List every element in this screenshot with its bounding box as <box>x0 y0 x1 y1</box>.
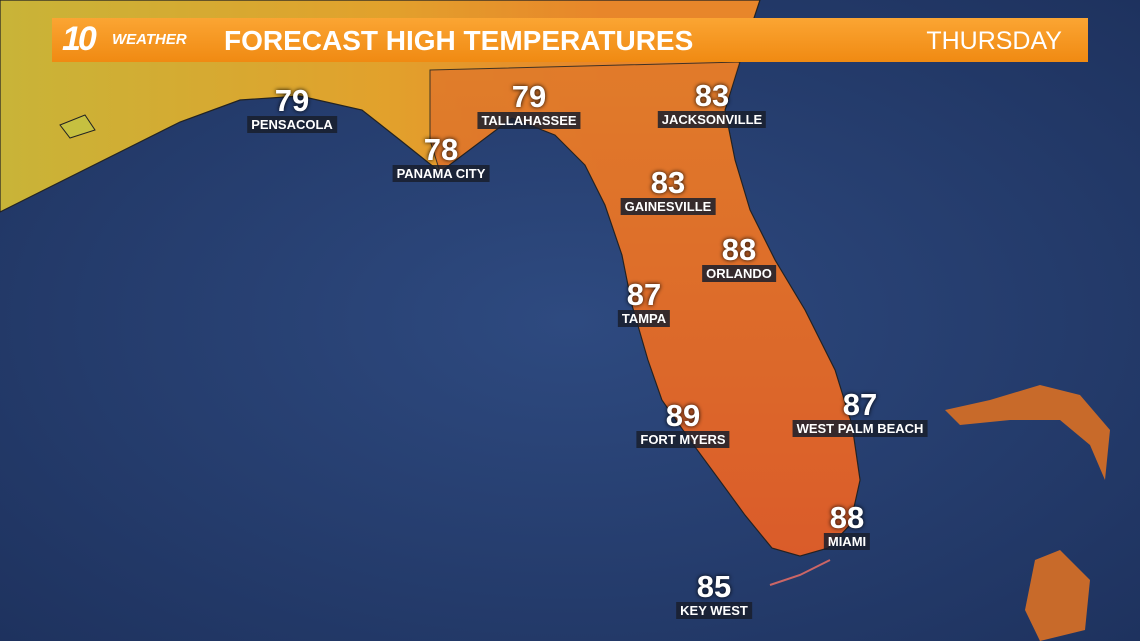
city: 85 KEY WEST <box>676 569 752 620</box>
city-name: JACKSONVILLE <box>657 111 767 128</box>
title: FORECAST HIGH TEMPERATURES <box>224 25 694 56</box>
logo-number: 10 <box>62 20 97 58</box>
city: 88 ORLANDO <box>702 232 776 283</box>
city-name: TAMPA <box>617 310 671 327</box>
temperature: 85 <box>696 569 732 604</box>
temperature: 79 <box>274 83 310 118</box>
city-name: PANAMA CITY <box>392 165 490 182</box>
city: 87 WEST PALM BEACH <box>792 387 928 438</box>
city-name: ORLANDO <box>702 265 776 282</box>
logo-word: WEATHER <box>112 31 187 48</box>
city-name: MIAMI <box>823 533 871 550</box>
temperature: 88 <box>829 500 865 535</box>
city: 89 FORT MYERS <box>636 398 730 449</box>
city: 79 PENSACOLA <box>247 83 337 134</box>
city-name: PENSACOLA <box>247 116 337 133</box>
city-name: FORT MYERS <box>636 431 730 448</box>
city-name: WEST PALM BEACH <box>792 420 928 437</box>
temperature: 89 <box>665 398 701 433</box>
city: 83 GAINESVILLE <box>620 165 716 216</box>
city-name: TALLAHASSEE <box>477 112 581 129</box>
city: 88 MIAMI <box>823 500 871 551</box>
temperature: 83 <box>694 78 730 113</box>
temperature: 87 <box>842 387 878 422</box>
city: 79 TALLAHASSEE <box>477 79 581 130</box>
day: THURSDAY <box>926 27 1062 55</box>
city: 83 JACKSONVILLE <box>657 78 767 129</box>
temperature: 79 <box>511 79 547 114</box>
temperature: 88 <box>721 232 757 267</box>
temperature: 87 <box>626 277 662 312</box>
temperature: 83 <box>650 165 686 200</box>
city-name: KEY WEST <box>676 602 752 619</box>
city: 78 PANAMA CITY <box>392 132 490 183</box>
city-name: GAINESVILLE <box>620 198 716 215</box>
header-bar: 10 WEATHER FORECAST HIGH TEMPERATURES TH… <box>52 18 1088 62</box>
temperature: 78 <box>423 132 459 167</box>
city: 87 TAMPA <box>617 277 671 328</box>
